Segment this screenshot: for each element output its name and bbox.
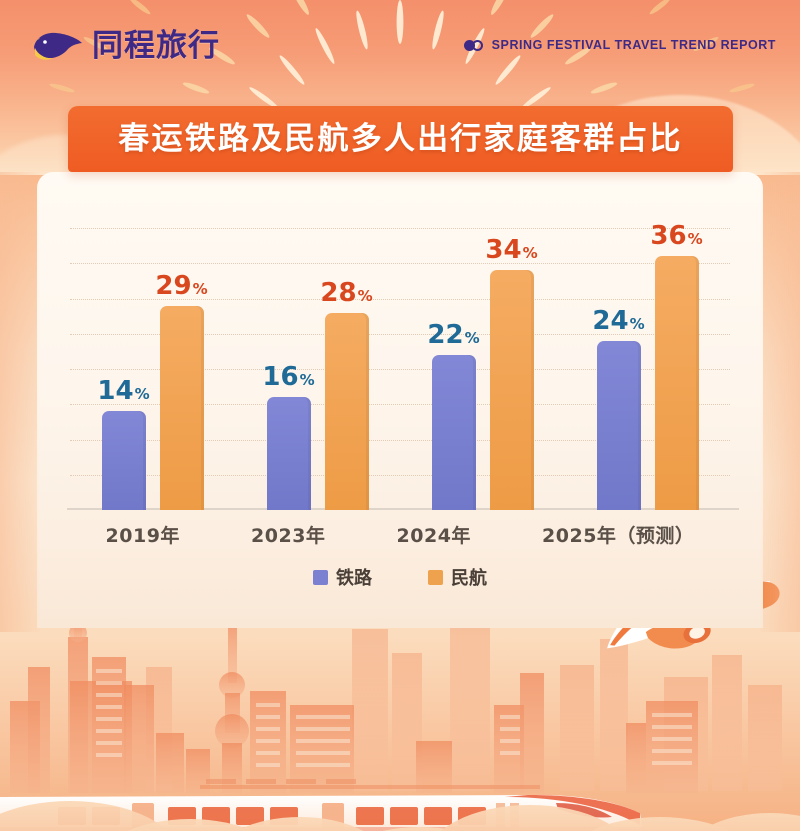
bar[interactable] (489, 270, 534, 510)
circle-solid-icon (463, 39, 475, 51)
bar-value-label: 29% (155, 270, 208, 301)
legend-label: 民航 (451, 568, 487, 589)
bar-slot: 29% (155, 273, 208, 510)
legend-swatch (428, 569, 443, 585)
chart-legend: 铁路 民航 (37, 564, 763, 590)
bar-slot: 14% (97, 378, 150, 510)
bar-value-label: 34% (485, 235, 538, 266)
bar-value-label: 16% (262, 362, 315, 393)
tagline-dots (463, 39, 483, 51)
grid-line (70, 263, 730, 265)
bar-slot: 24% (592, 308, 645, 510)
title-banner: 春运铁路及民航多人出行家庭客群占比 (68, 106, 733, 172)
bar-group: 24% 36% (592, 223, 703, 510)
bar[interactable] (654, 256, 699, 510)
bar[interactable] (159, 305, 204, 510)
grid-line (70, 369, 730, 370)
chart-bars: 14% 29% 16% 28% 22% 34% 24% 36% (70, 223, 730, 510)
bar-value-label: 28% (320, 277, 373, 308)
page-title: 春运铁路及民航多人出行家庭客群占比 (118, 120, 683, 157)
bar[interactable] (324, 312, 369, 510)
report-tagline: SPRING FESTIVAL TRAVEL TREND REPORT (463, 38, 776, 52)
bar-slot: 22% (427, 322, 480, 510)
bar-value-label: 24% (592, 305, 645, 336)
chart-x-axis-labels: 2019年 2023年 2024年 2025年（预测） (70, 517, 730, 551)
grid-line (70, 298, 730, 300)
legend-item-air[interactable]: 民航 (428, 564, 487, 590)
x-axis-label: 2024年 (396, 524, 471, 547)
grid-line (70, 474, 730, 476)
legend-label: 铁路 (336, 568, 372, 589)
x-axis-label: 2025年（预测） (542, 524, 695, 547)
bar[interactable] (101, 411, 146, 510)
circle-outline-icon (471, 39, 483, 51)
bar[interactable] (431, 354, 476, 510)
chart-card: 14% 29% 16% 28% 22% 34% 24% 36% 2019年 2023年 2024年… (37, 172, 763, 628)
bar-group: 16% 28% (262, 280, 373, 510)
bar-value-label: 14% (97, 376, 150, 407)
bar-value-label: 22% (427, 319, 480, 350)
bird-logo-icon (31, 32, 82, 60)
bar-slot: 36% (650, 223, 703, 510)
legend-swatch (313, 569, 328, 585)
x-axis-label: 2023年 (251, 524, 326, 547)
chart-axis-baseline (67, 508, 739, 510)
bar[interactable] (266, 397, 311, 510)
grid-line (70, 333, 730, 335)
card-right-shadow (760, 172, 800, 632)
chart-gridlines (70, 228, 730, 508)
brand-name: 同程旅行 (92, 27, 220, 64)
grid-line (70, 228, 730, 229)
bar[interactable] (596, 340, 641, 510)
bar-group: 22% 34% (427, 237, 538, 510)
card-left-shadow (0, 172, 40, 632)
bar-slot: 28% (320, 280, 373, 510)
grid-line (70, 439, 730, 441)
bar-value-label: 36% (650, 221, 703, 252)
bar-group: 14% 29% (97, 273, 208, 510)
bar-slot: 34% (485, 237, 538, 510)
bar-slot: 16% (262, 364, 315, 510)
brand-logo[interactable]: 同程旅行 (30, 28, 220, 64)
legend-item-rail[interactable]: 铁路 (313, 564, 372, 590)
grid-line (70, 404, 730, 406)
x-axis-label: 2019年 (105, 524, 180, 547)
report-tagline-text: SPRING FESTIVAL TRAVEL TREND REPORT (491, 38, 776, 52)
